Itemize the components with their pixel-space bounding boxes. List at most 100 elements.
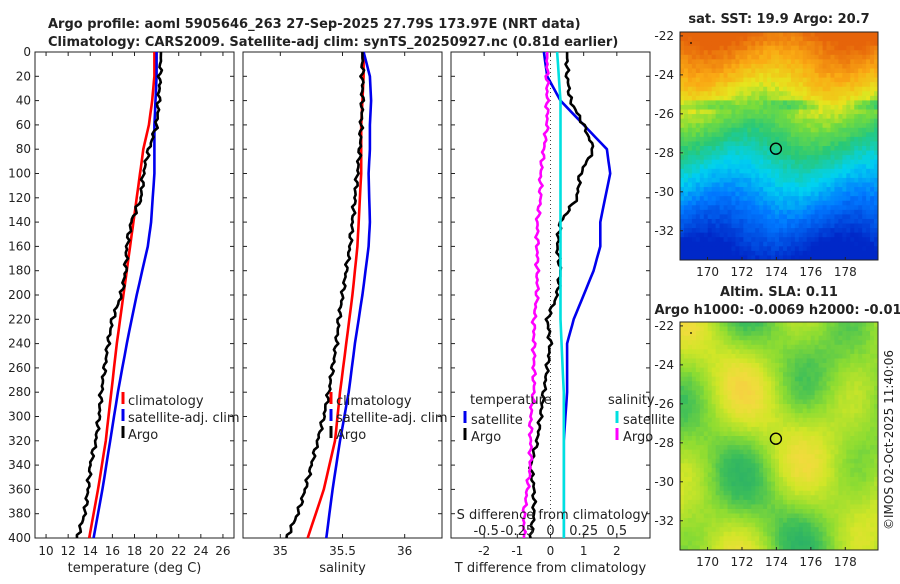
sst-map-cell [720, 96, 724, 101]
sst-map-cell [830, 210, 834, 215]
sla-map-cell [799, 322, 803, 327]
sst-map-cell [827, 228, 831, 233]
sst-map-cell [700, 192, 704, 197]
sla-map-cell [819, 436, 823, 441]
sst-map-cell [724, 123, 728, 128]
sla-map-cell [680, 536, 684, 541]
sla-map-cell [696, 395, 700, 400]
sla-map-cell [834, 358, 838, 363]
sla-map-cell [842, 527, 846, 532]
sst-map-cell [791, 64, 795, 69]
sla-map-cell [779, 523, 783, 528]
sla-map-cell [716, 372, 720, 377]
sla-map-cell [783, 450, 787, 455]
sla-map-cell [696, 400, 700, 405]
sst-map-cell [692, 59, 696, 64]
sst-map-cell [728, 68, 732, 73]
sla-map-cell [720, 454, 724, 459]
sst-map-cell [803, 205, 807, 210]
sla-map-cell [700, 349, 704, 354]
sla-map-cell [771, 349, 775, 354]
sst-map-cell [807, 114, 811, 119]
sla-map-cell [712, 368, 716, 373]
sst-map-cell [858, 237, 862, 242]
sst-map-cell [751, 141, 755, 146]
sst-map-cell [807, 64, 811, 69]
sla-map-cell [870, 409, 874, 414]
sst-map-cell [696, 37, 700, 42]
sst-map-cell [807, 196, 811, 201]
sst-map-cell [743, 37, 747, 42]
sla-map-cell [807, 336, 811, 341]
sla-map-cell [823, 509, 827, 514]
sst-map-cell [842, 96, 846, 101]
sla-map-cell [779, 390, 783, 395]
sla-map-cell [862, 445, 866, 450]
sst-map-cell [827, 237, 831, 242]
sst-map-cell [811, 123, 815, 128]
sst-map-cell [775, 173, 779, 178]
sst-map-cell [775, 201, 779, 206]
sst-map-cell [747, 68, 751, 73]
sla-map-cell [866, 372, 870, 377]
sst-map-cell [870, 55, 874, 60]
sst-map-cell [692, 182, 696, 187]
sla-map-cell [795, 459, 799, 464]
sst-map-cell [680, 146, 684, 151]
sst-map-cell [787, 146, 791, 151]
sst-map-cell [803, 132, 807, 137]
sst-map-cell [803, 46, 807, 51]
sst-map-cell [700, 233, 704, 238]
sst-map-cell [720, 146, 724, 151]
sla-map-cell [704, 395, 708, 400]
sla-map-cell [838, 395, 842, 400]
sla-map-cell [696, 532, 700, 537]
sst-map-cell [787, 182, 791, 187]
sst-map-cell [724, 137, 728, 142]
sst-map-cell [692, 210, 696, 215]
sst-map-cell [834, 37, 838, 42]
sla-map-cell [862, 349, 866, 354]
sst-map-cell [791, 228, 795, 233]
sla-map-cell [759, 409, 763, 414]
sst-map-cell [724, 96, 728, 101]
sst-map-cell [680, 91, 684, 96]
sst-map-cell [811, 137, 815, 142]
sst-map-cell [846, 182, 850, 187]
sla-map-cell [846, 331, 850, 336]
sla-map-cell [692, 377, 696, 382]
sst-map-cell [870, 105, 874, 110]
sst-map-cell [807, 182, 811, 187]
sst-map-cell [870, 160, 874, 165]
sst-map-cell [771, 146, 775, 151]
sst-map-cell [759, 219, 763, 224]
sst-map-cell [807, 37, 811, 42]
sst-map-cell [735, 192, 739, 197]
sst-map-cell [708, 32, 712, 37]
sla-map-cell [834, 482, 838, 487]
sst-map-cell [783, 173, 787, 178]
sst-map-cell [767, 228, 771, 233]
sla-map-cell [827, 390, 831, 395]
sla-map-cell [771, 418, 775, 423]
sst-map-cell [823, 233, 827, 238]
sst-map-cell [696, 205, 700, 210]
sla-map-cell [819, 349, 823, 354]
sst-map-cell [751, 192, 755, 197]
sst-map-cell [803, 146, 807, 151]
sst-map-cell [815, 50, 819, 55]
sst-map-cell [743, 210, 747, 215]
sla-map-cell [712, 409, 716, 414]
sst-map-cell [811, 155, 815, 160]
sla-map-cell [728, 441, 732, 446]
sst-map-cell [751, 196, 755, 201]
sst-map-cell [858, 146, 862, 151]
sla-map-cell [858, 409, 862, 414]
sla-map-cell [692, 445, 696, 450]
sst-map-cell [771, 114, 775, 119]
sst-map-cell [862, 251, 866, 256]
sla-map-cell [799, 340, 803, 345]
sla-map-cell [755, 377, 759, 382]
sst-map-cell [767, 237, 771, 242]
sla-map-cell [759, 532, 763, 537]
